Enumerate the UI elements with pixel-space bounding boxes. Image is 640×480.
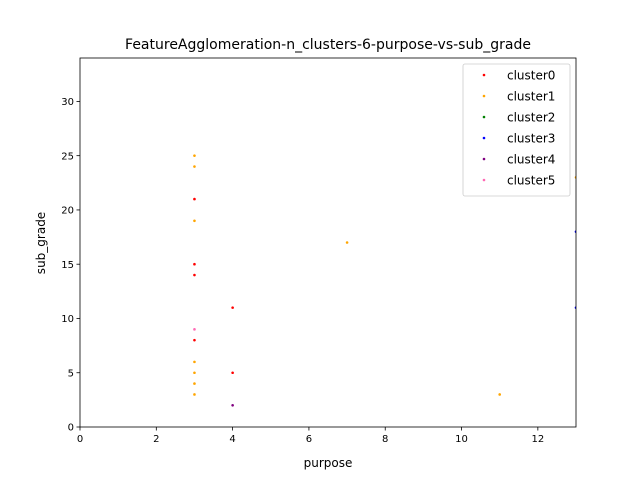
legend-label-cluster1: cluster1: [507, 89, 555, 103]
x-tick-label-12: 12: [531, 434, 544, 445]
y-tick-label-10: 10: [61, 314, 74, 325]
x-tick-label-2: 2: [153, 434, 159, 445]
point-cluster1-3: [193, 360, 196, 364]
y-tick-label-15: 15: [61, 260, 74, 271]
point-cluster0-2: [193, 273, 196, 277]
point-cluster1-2: [193, 219, 196, 223]
legend-label-cluster5: cluster5: [507, 173, 555, 187]
legend-label-cluster4: cluster4: [507, 152, 555, 166]
legend-marker-cluster2: [482, 115, 486, 119]
point-cluster4-0: [231, 403, 234, 407]
x-tick-label-6: 6: [306, 434, 312, 445]
y-tick-label-0: 0: [68, 423, 74, 434]
y-tick-label-5: 5: [68, 368, 74, 379]
y-axis-ticks: 0 5 10 15 20 25 30: [61, 97, 80, 434]
legend-marker-cluster0: [482, 73, 486, 77]
legend-marker-cluster3: [482, 136, 486, 140]
point-cluster1-0: [193, 154, 196, 157]
legend-marker-cluster1: [482, 94, 486, 98]
point-cluster1-6: [193, 393, 196, 396]
y-axis-label: sub_grade: [34, 212, 48, 274]
point-cluster0-0: [193, 197, 196, 201]
legend-label-cluster3: cluster3: [507, 131, 555, 145]
legend-marker-cluster5: [482, 178, 486, 182]
y-tick-label-20: 20: [61, 206, 74, 217]
chart-title: FeatureAgglomeration-n_clusters-6-purpos…: [125, 37, 531, 53]
legend-label-cluster0: cluster0: [507, 68, 555, 82]
y-tick-label-30: 30: [61, 97, 74, 108]
point-cluster1-8: [498, 393, 501, 396]
point-cluster5-0: [193, 328, 196, 331]
point-cluster0-4: [231, 306, 234, 309]
legend-marker-cluster4: [482, 157, 486, 161]
legend-box: [462, 63, 571, 197]
point-cluster1-5: [193, 382, 196, 385]
legend-label-cluster2: cluster2: [507, 110, 555, 124]
x-axis-ticks: 0 2 4 6 8 10 12: [77, 427, 544, 445]
legend: cluster0 cluster1 cluster2 cluster3 cluster4…: [462, 63, 571, 197]
point-cluster1-1: [193, 165, 196, 168]
point-cluster0-1: [193, 262, 196, 266]
point-cluster1-7: [345, 241, 349, 244]
point-cluster1-4: [193, 371, 196, 375]
plot-frame: [79, 57, 577, 428]
point-cluster0-3: [193, 338, 196, 342]
plot-area: [79, 57, 577, 428]
point-cluster0-5: [231, 371, 234, 375]
x-tick-label-0: 0: [77, 434, 83, 445]
y-tick-label-25: 25: [61, 151, 74, 162]
x-tick-label-4: 4: [229, 434, 235, 445]
x-axis-label: purpose: [304, 456, 353, 470]
x-tick-label-8: 8: [382, 434, 388, 445]
x-tick-label-10: 10: [455, 434, 468, 445]
data-points: [193, 154, 576, 407]
